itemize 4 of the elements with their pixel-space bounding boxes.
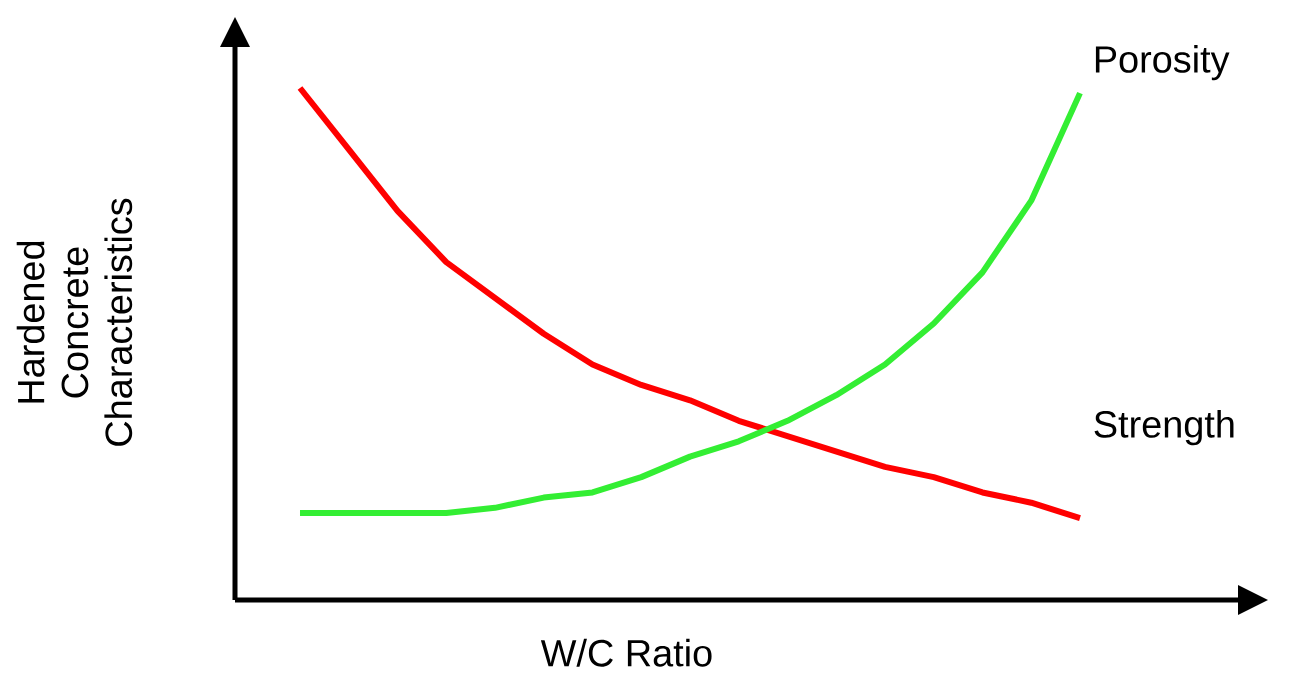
x-axis-title: W/C Ratio: [540, 638, 712, 667]
series-label: Porosity: [1095, 45, 1230, 81]
y-axis-title: Hardened Concrete Characteristics: [16, 198, 133, 446]
series-label: Strength: [1094, 409, 1234, 446]
